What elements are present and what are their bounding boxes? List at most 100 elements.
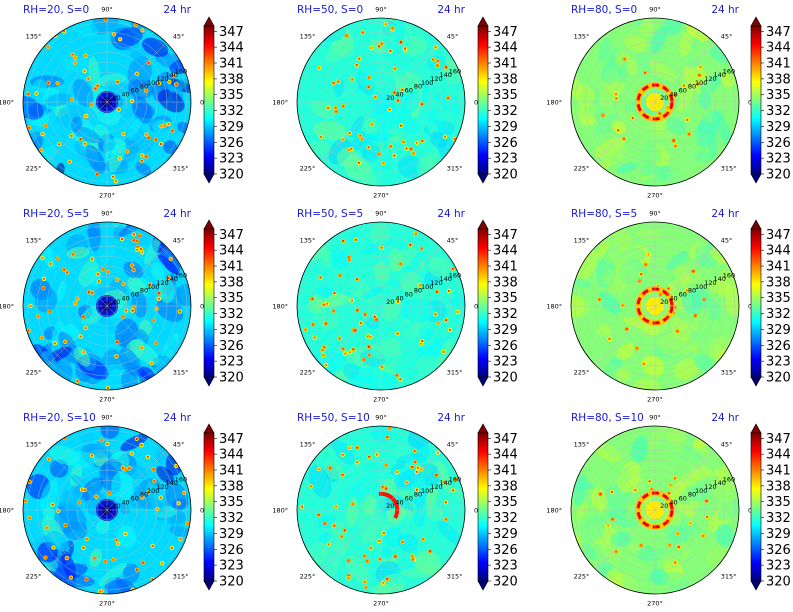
cell-core — [389, 49, 392, 53]
cell-core — [24, 499, 27, 503]
field-patch — [98, 316, 118, 332]
cell-core — [435, 290, 438, 293]
radial-tick-label: 120 — [430, 483, 442, 491]
cell-core — [321, 349, 324, 352]
radial-tick-label: 40 — [395, 294, 403, 302]
field-patch — [363, 495, 377, 516]
angular-tick-label: 270° — [647, 192, 663, 200]
cell-core — [334, 106, 337, 109]
cell-core — [381, 485, 384, 489]
cell-core — [369, 336, 372, 339]
cell-core — [635, 347, 639, 350]
field-patch — [308, 465, 332, 499]
cell-core — [358, 57, 361, 60]
cell-core — [141, 561, 145, 564]
cell-core — [355, 63, 358, 67]
cell-core — [82, 546, 85, 549]
radial-tick-label: 60 — [405, 87, 413, 95]
field-patch — [595, 240, 610, 258]
field-patch — [699, 75, 722, 94]
cell-core — [147, 61, 150, 64]
panel-title: RH=20, S=5 — [23, 208, 89, 220]
cell-core — [63, 30, 66, 33]
field-patch — [131, 291, 148, 318]
colorbar-gradient — [477, 432, 489, 582]
cell-core — [616, 129, 620, 132]
field-patch — [581, 542, 598, 561]
radial-tick-label: 40 — [395, 498, 403, 506]
angular-gridline — [106, 101, 167, 162]
angular-tick-label: 90° — [649, 210, 661, 218]
colorbar-tick-label: 329 — [219, 120, 244, 135]
colorbar-tick-label: 320 — [219, 168, 244, 183]
radial-tick-label: 120 — [704, 279, 716, 287]
angular-tick-label: 90° — [101, 210, 113, 218]
cell-core — [391, 27, 394, 30]
cell-core — [659, 293, 662, 296]
field-patch — [378, 152, 397, 173]
cell-core — [342, 239, 345, 243]
colorbar-tick-label: 335 — [766, 88, 791, 103]
colorbar-extend-max — [203, 16, 215, 27]
cell-core — [395, 374, 398, 377]
radial-tick-label: 140 — [439, 479, 451, 487]
panel-time-label: 24 hr — [163, 208, 191, 220]
colorbar-tick-label: 335 — [766, 495, 791, 510]
colorbar-extend-min — [477, 376, 489, 387]
colorbar-tick-label: 347 — [219, 228, 244, 243]
angular-gridline — [654, 450, 715, 511]
field-patch — [361, 144, 381, 163]
cell-core — [647, 253, 650, 256]
field-patch — [42, 507, 55, 521]
cell-core — [348, 446, 351, 450]
angular-gridline — [106, 305, 167, 366]
cell-core — [415, 141, 418, 144]
angular-gridline — [380, 101, 441, 162]
radial-tick-label: 100 — [695, 79, 707, 87]
cell-core — [431, 58, 435, 61]
cell-core — [351, 78, 354, 81]
cell-core — [135, 437, 138, 441]
radial-tick-label: 100 — [695, 283, 707, 291]
cell-core — [28, 516, 31, 520]
field-patch — [73, 126, 101, 144]
field-patch — [44, 93, 72, 107]
radial-tick-label: 80 — [688, 287, 696, 295]
cell-core — [145, 155, 148, 158]
cell-core — [167, 122, 170, 126]
colorbar-tick-label: 329 — [766, 120, 791, 135]
field-patch — [610, 531, 631, 547]
polar-frame — [22, 425, 192, 595]
angular-tick-label: 135° — [300, 237, 316, 245]
colorbar-tick-label: 320 — [493, 168, 518, 183]
field-patch — [346, 497, 359, 528]
colorbar-tick-label: 329 — [493, 120, 518, 135]
cell-core — [625, 327, 628, 331]
cell-core — [388, 427, 392, 430]
cell-core — [368, 76, 371, 79]
angular-tick-label: 90° — [375, 210, 387, 218]
colorbar-tick-label: 335 — [493, 88, 518, 103]
field-patch — [616, 162, 638, 174]
cell-core — [445, 318, 448, 322]
cell-core — [140, 443, 143, 447]
colorbar-extend-max — [750, 423, 762, 434]
cell-core — [363, 555, 366, 558]
colorbar-tick-label: 335 — [219, 291, 244, 306]
cell-core — [157, 82, 161, 85]
cell-core — [349, 351, 352, 354]
radial-tick-label: 120 — [156, 279, 168, 287]
colorbar-tick-label: 335 — [219, 495, 244, 510]
cell-core — [699, 66, 702, 69]
polar-frame — [570, 17, 740, 187]
radial-tick-label: 140 — [165, 275, 177, 283]
field-patch — [156, 465, 175, 484]
radial-tick-label: 40 — [669, 294, 677, 302]
field-patch — [113, 225, 127, 240]
cell-core — [409, 147, 413, 150]
field-patch — [371, 337, 401, 359]
field-patch — [667, 250, 689, 271]
cell-core — [66, 271, 69, 274]
angular-gridline — [47, 101, 108, 162]
cell-core — [79, 137, 82, 141]
